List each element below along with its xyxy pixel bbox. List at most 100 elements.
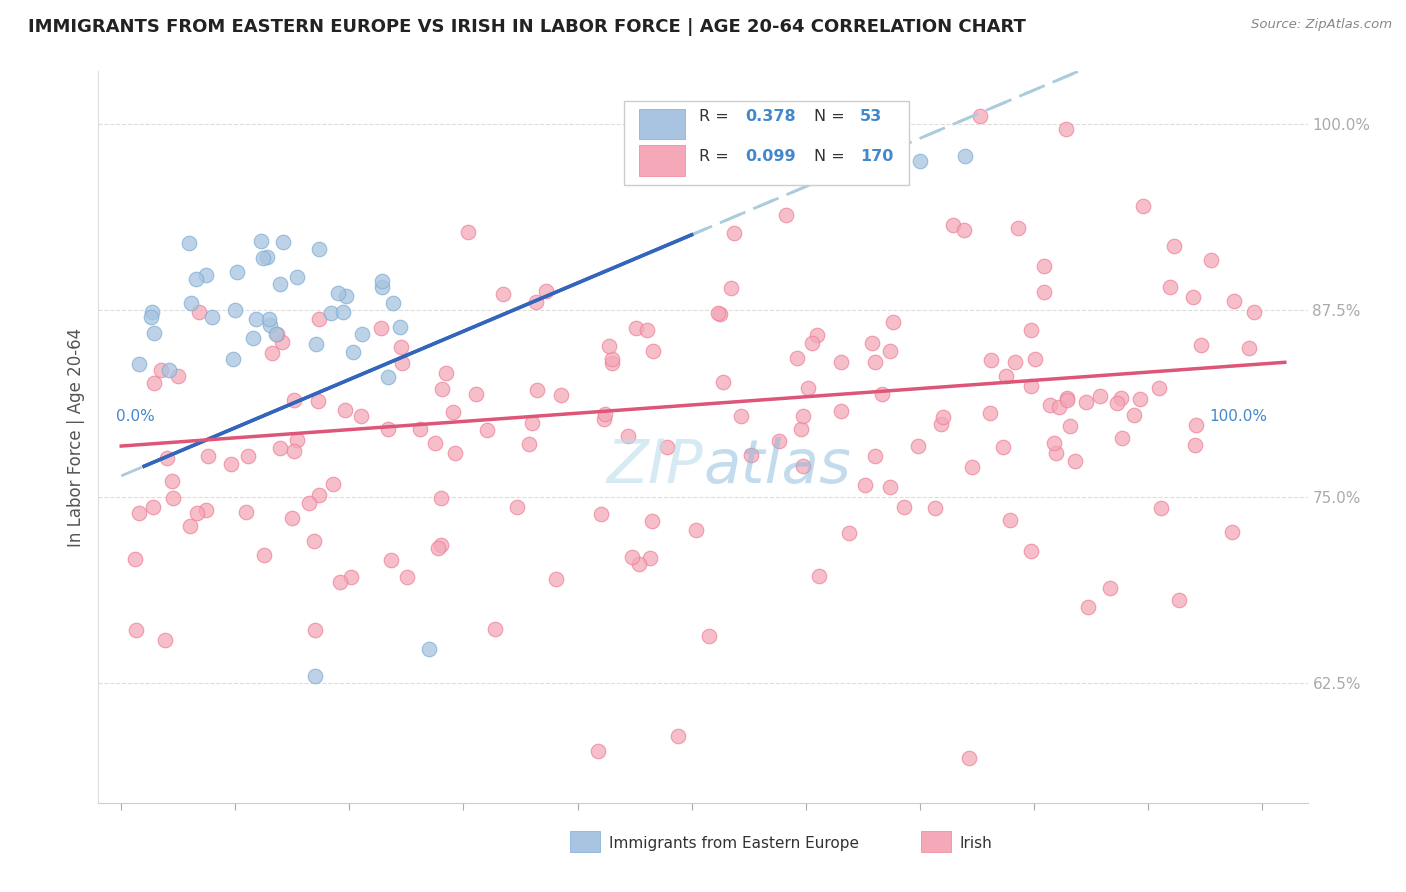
Point	[1019, 323, 1042, 337]
Point	[235, 505, 257, 519]
Point	[991, 440, 1014, 454]
Point	[381, 296, 404, 310]
Point	[797, 381, 820, 395]
Point	[269, 442, 291, 456]
Point	[1099, 581, 1122, 595]
Point	[308, 242, 330, 256]
Point	[638, 550, 661, 565]
Point	[281, 510, 304, 524]
Point	[586, 743, 609, 757]
Point	[1088, 388, 1111, 402]
Point	[1076, 394, 1098, 409]
Point	[1189, 338, 1212, 352]
Point	[156, 450, 179, 465]
Point	[259, 318, 281, 332]
Point	[1109, 391, 1132, 405]
Point	[271, 235, 294, 249]
Point	[853, 478, 876, 492]
FancyBboxPatch shape	[921, 831, 950, 852]
Point	[593, 412, 616, 426]
Point	[1129, 392, 1152, 406]
Point	[224, 303, 246, 318]
Text: 0.378: 0.378	[745, 109, 796, 124]
Point	[863, 449, 886, 463]
Point	[457, 225, 479, 239]
Point	[1024, 351, 1046, 366]
Point	[377, 422, 399, 436]
Point	[1064, 454, 1087, 468]
Point	[180, 296, 202, 310]
Point	[666, 729, 689, 743]
Point	[304, 623, 326, 637]
Point	[436, 366, 458, 380]
Point	[655, 441, 678, 455]
Point	[124, 552, 146, 566]
Point	[332, 304, 354, 318]
Text: R =: R =	[699, 109, 734, 124]
Point	[177, 236, 200, 251]
Point	[222, 351, 245, 366]
FancyBboxPatch shape	[638, 145, 685, 176]
Text: N =: N =	[814, 149, 851, 164]
Point	[340, 570, 363, 584]
Point	[955, 149, 977, 163]
Point	[711, 376, 734, 390]
Point	[308, 312, 330, 326]
Point	[166, 369, 188, 384]
Point	[395, 570, 418, 584]
Point	[329, 574, 352, 589]
Point	[285, 269, 308, 284]
FancyBboxPatch shape	[624, 101, 908, 185]
Point	[427, 541, 450, 556]
FancyBboxPatch shape	[638, 109, 685, 139]
Point	[969, 109, 991, 123]
Point	[179, 519, 201, 533]
Point	[641, 344, 664, 359]
Point	[370, 273, 392, 287]
Point	[271, 334, 294, 349]
Text: 100.0%: 100.0%	[1209, 409, 1268, 425]
Point	[932, 410, 955, 425]
Point	[429, 491, 451, 505]
Point	[425, 436, 447, 450]
Point	[709, 307, 731, 321]
Y-axis label: In Labor Force | Age 20-64: In Labor Force | Age 20-64	[66, 327, 84, 547]
Point	[838, 526, 860, 541]
Point	[522, 417, 544, 431]
Point	[197, 449, 219, 463]
Point	[475, 423, 498, 437]
Point	[786, 351, 808, 365]
Point	[801, 336, 824, 351]
Point	[252, 251, 274, 265]
Point	[1056, 391, 1078, 405]
Text: 53: 53	[860, 109, 883, 124]
Point	[262, 346, 284, 360]
Point	[617, 429, 640, 443]
Point	[852, 161, 875, 176]
Point	[142, 500, 165, 514]
Point	[139, 310, 162, 325]
Point	[1000, 513, 1022, 527]
Point	[492, 287, 515, 301]
Point	[444, 446, 467, 460]
Text: IMMIGRANTS FROM EASTERN EUROPE VS IRISH IN LABOR FORCE | AGE 20-64 CORRELATION C: IMMIGRANTS FROM EASTERN EUROPE VS IRISH …	[28, 18, 1026, 36]
Point	[942, 219, 965, 233]
Point	[929, 417, 952, 432]
Point	[879, 344, 901, 359]
Point	[1047, 400, 1070, 414]
Point	[517, 437, 540, 451]
Point	[1149, 501, 1171, 516]
Point	[153, 633, 176, 648]
Point	[125, 623, 148, 637]
Point	[194, 503, 217, 517]
Point	[285, 433, 308, 447]
Point	[391, 355, 413, 369]
Text: R =: R =	[699, 149, 734, 164]
Point	[283, 444, 305, 458]
Point	[506, 500, 529, 514]
Point	[792, 409, 814, 423]
Point	[600, 351, 623, 366]
Point	[546, 573, 568, 587]
Point	[790, 423, 813, 437]
Point	[335, 289, 357, 303]
